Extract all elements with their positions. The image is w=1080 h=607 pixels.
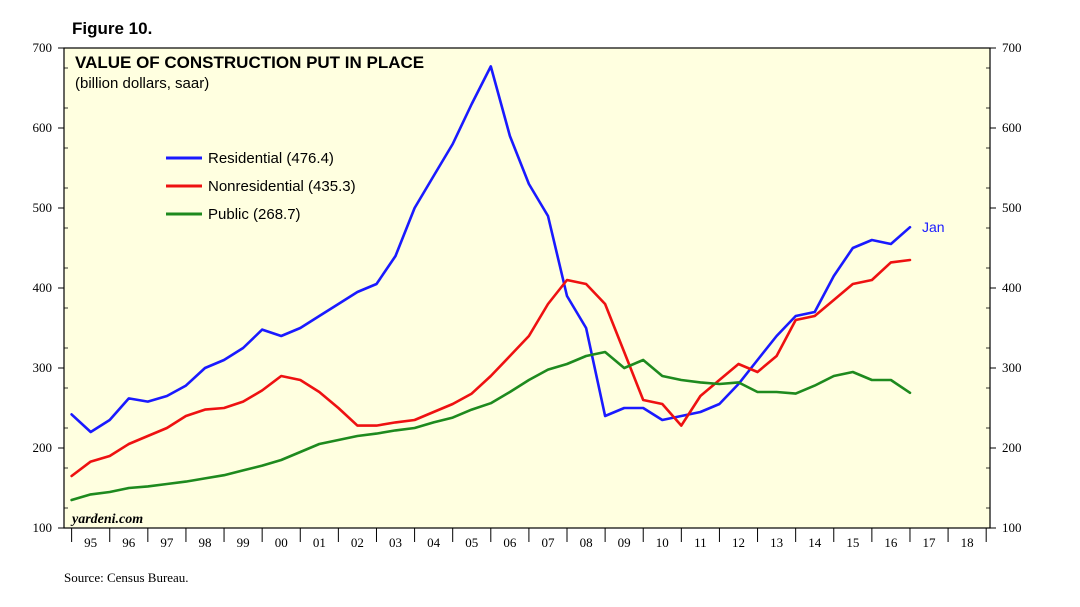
x-tick-label: 06 xyxy=(503,535,517,550)
legend-label-residential: Residential (476.4) xyxy=(208,150,334,167)
chart-title: VALUE OF CONSTRUCTION PUT IN PLACE xyxy=(75,53,424,72)
y-tick-label-right: 500 xyxy=(1002,200,1022,215)
y-tick-label-left: 400 xyxy=(33,280,53,295)
x-tick-label: 15 xyxy=(846,535,859,550)
series-lines xyxy=(70,65,912,502)
series-line-public xyxy=(70,350,912,502)
watermark: yardeni.com xyxy=(70,512,143,527)
x-tick-label: 00 xyxy=(275,535,288,550)
x-tick-label: 01 xyxy=(313,535,326,550)
x-tick-label: 08 xyxy=(580,535,593,550)
x-tick-label: 96 xyxy=(122,535,136,550)
y-tick-label-left: 700 xyxy=(33,40,53,55)
x-tick-label: 03 xyxy=(389,535,402,550)
x-tick-label: 13 xyxy=(770,535,783,550)
legend-label-nonresidential: Nonresidential (435.3) xyxy=(208,178,356,195)
x-tick-label: 04 xyxy=(427,535,441,550)
x-tick-label: 16 xyxy=(884,535,898,550)
y-tick-label-right: 200 xyxy=(1002,440,1022,455)
x-tick-label: 07 xyxy=(541,535,555,550)
latest-month-label: Jan xyxy=(922,219,945,235)
legend: Residential (476.4) Nonresidential (435.3… xyxy=(166,150,356,223)
y-tick-label-left: 600 xyxy=(33,120,53,135)
series-line-nonresidential xyxy=(70,258,912,478)
x-tick-label: 98 xyxy=(198,535,211,550)
plot-area xyxy=(64,48,990,528)
right-axis: 100 200 300 400 500 600 700 xyxy=(986,40,1022,535)
x-tick-label: 02 xyxy=(351,535,364,550)
x-axis: 95 96 97 98 99 00 01 02 03 04 05 06 07 08 09 10 11 12 13 14… xyxy=(71,528,987,550)
source-note: Source: Census Bureau. xyxy=(64,570,189,585)
x-tick-label: 12 xyxy=(732,535,745,550)
series-line-residential xyxy=(70,65,912,434)
y-tick-label-right: 300 xyxy=(1002,360,1022,375)
x-tick-label: 11 xyxy=(694,535,707,550)
x-tick-label: 17 xyxy=(923,535,937,550)
x-tick-label: 14 xyxy=(808,535,822,550)
y-tick-label-left: 100 xyxy=(33,520,53,535)
y-tick-label-left: 200 xyxy=(33,440,53,455)
y-tick-label-right: 700 xyxy=(1002,40,1022,55)
left-axis: 100 200 300 400 500 600 700 xyxy=(33,40,68,535)
y-tick-label-left: 500 xyxy=(33,200,53,215)
x-tick-label: 97 xyxy=(160,535,174,550)
x-tick-label: 09 xyxy=(618,535,631,550)
figure-label: Figure 10. xyxy=(72,19,152,38)
chart-subtitle: (billion dollars, saar) xyxy=(75,75,209,92)
y-tick-label-right: 600 xyxy=(1002,120,1022,135)
y-tick-label-right: 400 xyxy=(1002,280,1022,295)
y-tick-label-right: 100 xyxy=(1002,520,1022,535)
x-tick-label: 18 xyxy=(961,535,974,550)
x-tick-label: 05 xyxy=(465,535,478,550)
x-tick-label: 99 xyxy=(237,535,250,550)
y-tick-label-left: 300 xyxy=(33,360,53,375)
x-tick-label: 10 xyxy=(656,535,669,550)
legend-label-public: Public (268.7) xyxy=(208,206,301,223)
x-tick-label: 95 xyxy=(84,535,97,550)
